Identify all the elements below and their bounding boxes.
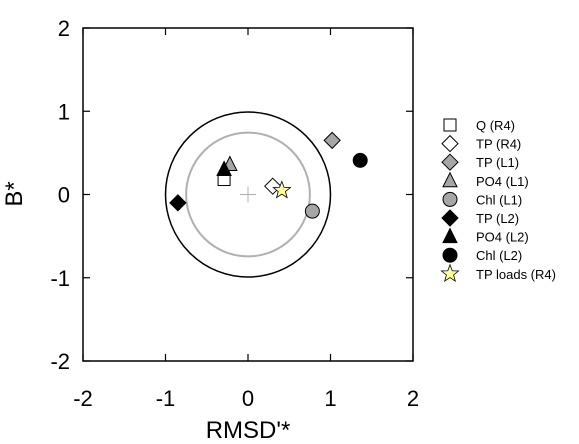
legend-marker <box>442 227 458 244</box>
legend-marker <box>442 247 458 263</box>
legend-label: TP loads (R4) <box>476 267 556 282</box>
legend-label: TP (L2) <box>476 211 519 226</box>
legend-marker <box>441 134 459 153</box>
data-point <box>304 203 320 219</box>
y-tick-label: 2 <box>58 16 70 41</box>
reference-circle-inner <box>185 131 311 258</box>
x-tick-label: 0 <box>242 386 254 411</box>
x-tick-label: -1 <box>156 386 176 411</box>
x-tick-label: -2 <box>73 386 93 411</box>
legend-label: Chl (L2) <box>476 248 522 263</box>
x-tick-label: 1 <box>324 386 336 411</box>
x-tick-label: 2 <box>407 386 419 411</box>
data-point <box>272 180 292 199</box>
data-point <box>169 194 187 212</box>
axis-ticks: -2 -1 0 1 2 -2 -1 0 1 2 <box>50 16 419 411</box>
y-tick-label: 0 <box>58 183 70 208</box>
legend-label: TP (R4) <box>476 137 521 152</box>
data-point <box>216 160 232 177</box>
legend-label: Chl (L1) <box>476 192 522 207</box>
y-tick-label: -2 <box>50 349 70 374</box>
y-tick-label: 1 <box>58 99 70 124</box>
legend-label: TP (L1) <box>476 155 519 170</box>
legend-marker <box>441 153 459 171</box>
legend: Q (R4) TP (R4) TP (L1) PO4 (L1) Chl (L1) TP (… <box>440 118 556 283</box>
data-point <box>352 152 368 168</box>
reference-layer <box>164 111 332 278</box>
y-tick-label: -1 <box>50 266 70 291</box>
legend-marker <box>440 263 460 283</box>
y-axis-title: B* <box>1 181 28 206</box>
reference-circle-outer <box>164 111 332 278</box>
legend-marker <box>442 171 458 188</box>
legend-marker <box>442 191 458 207</box>
data-points <box>169 131 368 219</box>
x-axis-title: RMSD'* <box>206 417 291 444</box>
legend-marker <box>441 209 459 227</box>
legend-label: Q (R4) <box>476 118 515 133</box>
data-point <box>323 131 341 150</box>
legend-marker <box>443 118 457 132</box>
legend-label: PO4 (L1) <box>476 174 529 189</box>
legend-label: PO4 (L2) <box>476 230 529 245</box>
